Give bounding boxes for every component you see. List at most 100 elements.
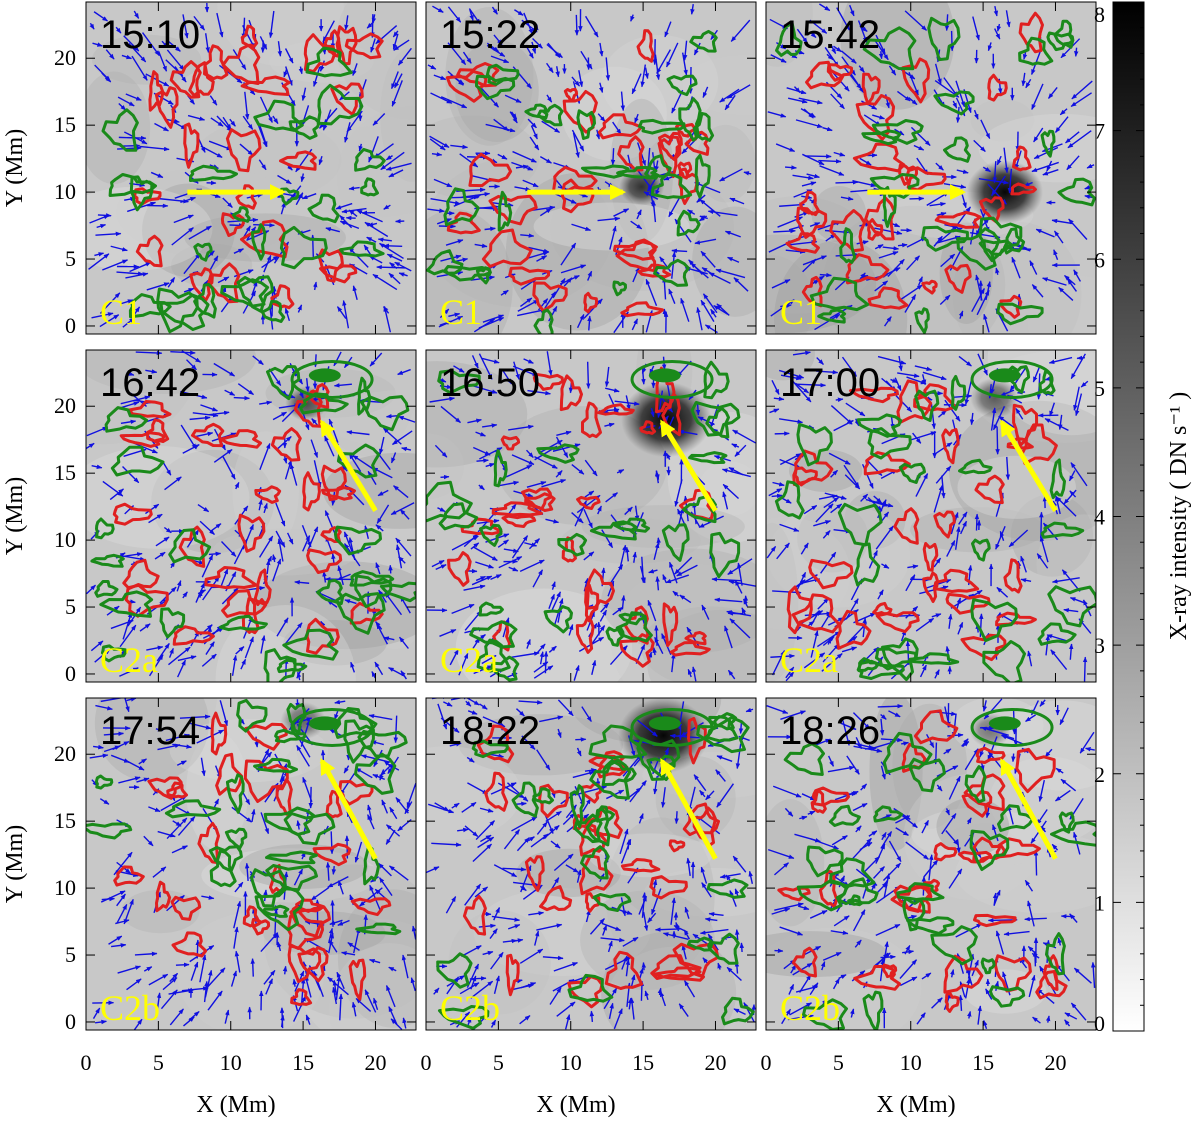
positive-field-contour: [221, 43, 261, 85]
flow-vector: [368, 136, 379, 163]
flow-vector: [433, 178, 453, 188]
flow-vector: [702, 86, 709, 98]
flow-vector: [208, 255, 219, 272]
flow-vector: [940, 253, 956, 268]
negative-field-contour: [616, 165, 660, 180]
flow-vector: [690, 3, 695, 15]
flow-vector: [352, 63, 358, 76]
flow-vector: [101, 896, 115, 902]
flow-vector: [120, 299, 134, 305]
negative-field-contour: [253, 99, 304, 132]
flow-vector: [258, 159, 267, 171]
x-tick-label: 0: [81, 1050, 92, 1075]
y-axis-title: Y (Mm): [2, 825, 28, 903]
flow-vector: [263, 254, 272, 273]
flow-vector: [819, 3, 831, 12]
negative-field-contour: [694, 153, 711, 199]
flow-vector: [584, 15, 599, 38]
intensity-patch: [86, 71, 151, 185]
colorbar: 0 1 2 3 4 5 6 7 8 X-ray intensity ( DN s⁻¹ ): [1094, 1, 1192, 1036]
flow-vector: [390, 71, 399, 90]
flow-vector: [509, 111, 518, 124]
flow-vector: [204, 33, 210, 53]
flow-vector: [447, 42, 467, 65]
negative-field-contour: [231, 206, 251, 223]
flow-vector: [389, 262, 398, 270]
flow-vector: [364, 221, 389, 238]
flow-vector: [880, 954, 896, 960]
y-tick-label: 5: [65, 246, 76, 271]
positive-field-contour: [636, 29, 655, 63]
flow-vector: [511, 161, 534, 171]
negative-field-core: [648, 368, 681, 383]
y-axis-title: Y (Mm): [2, 129, 28, 207]
flow-vector: [383, 204, 391, 210]
flow-vector: [369, 255, 383, 264]
flow-vector: [448, 312, 461, 318]
flow-vector: [971, 288, 985, 313]
flow-vector: [671, 251, 677, 279]
intensity-patch: [766, 196, 878, 314]
flow-vector: [373, 143, 394, 159]
flow-vector: [474, 243, 488, 248]
flow-vector: [301, 87, 307, 101]
flow-vector: [995, 267, 1000, 275]
flow-vector: [117, 96, 135, 107]
flow-vector: [662, 308, 667, 317]
flow-vector: [325, 227, 340, 233]
flow-vector: [809, 31, 817, 39]
flow-vector: [1042, 277, 1067, 286]
flow-vector: [183, 253, 201, 275]
negative-field-contour: [612, 280, 627, 297]
flow-vector: [256, 122, 268, 148]
flow-vector: [371, 14, 377, 24]
flow-vector: [486, 42, 500, 53]
flow-vector: [356, 209, 383, 223]
intensity-patch: [533, 202, 690, 251]
colorbar-tick-label: 6: [1094, 247, 1105, 272]
flow-vector: [116, 271, 144, 276]
flow-vector: [632, 266, 640, 283]
negative-field-contour: [497, 190, 513, 232]
flow-vector: [974, 513, 980, 531]
flow-vector: [520, 233, 535, 238]
flow-vector: [897, 90, 911, 102]
flow-vector: [713, 304, 729, 315]
flow-vector: [1021, 72, 1026, 87]
flow-vector: [949, 30, 955, 52]
flow-vector: [97, 213, 112, 218]
positive-field-contour: [154, 86, 179, 129]
flow-vector: [958, 310, 964, 319]
intensity-patch: [217, 2, 344, 67]
flow-vector: [1082, 656, 1088, 682]
flow-vector: [490, 55, 510, 64]
negative-field-contour: [443, 187, 480, 227]
flow-vector: [242, 115, 254, 130]
negative-field-contour: [637, 118, 686, 135]
negative-field-contour: [653, 258, 690, 287]
flow-vector: [620, 91, 626, 112]
flow-vector: [571, 129, 585, 152]
flow-vector: [796, 28, 808, 44]
flow-vector: [284, 48, 294, 64]
flow-vector: [141, 32, 160, 57]
x-tick-label: 15: [292, 1050, 314, 1075]
flow-vector: [229, 118, 236, 127]
panel-time-label: 18:22: [440, 709, 540, 753]
flow-vector: [878, 51, 884, 60]
flow-vector: [1007, 168, 1013, 194]
flow-vector: [715, 268, 746, 279]
y-tick-label: 10: [54, 179, 76, 204]
flow-vector: [301, 105, 310, 127]
flow-vector: [370, 38, 376, 53]
negative-field-contour: [360, 177, 379, 197]
flow-vector: [897, 243, 908, 248]
panel-1: 15:10 C1: [85, 1, 417, 335]
positive-field-contour: [617, 135, 645, 172]
flow-vector: [656, 537, 661, 545]
colorbar-tick-label: 4: [1094, 505, 1105, 530]
panel-frame: [85, 1, 417, 335]
positive-field-contour: [620, 301, 665, 318]
positive-field-contour: [303, 33, 337, 74]
flow-vector: [139, 145, 170, 152]
